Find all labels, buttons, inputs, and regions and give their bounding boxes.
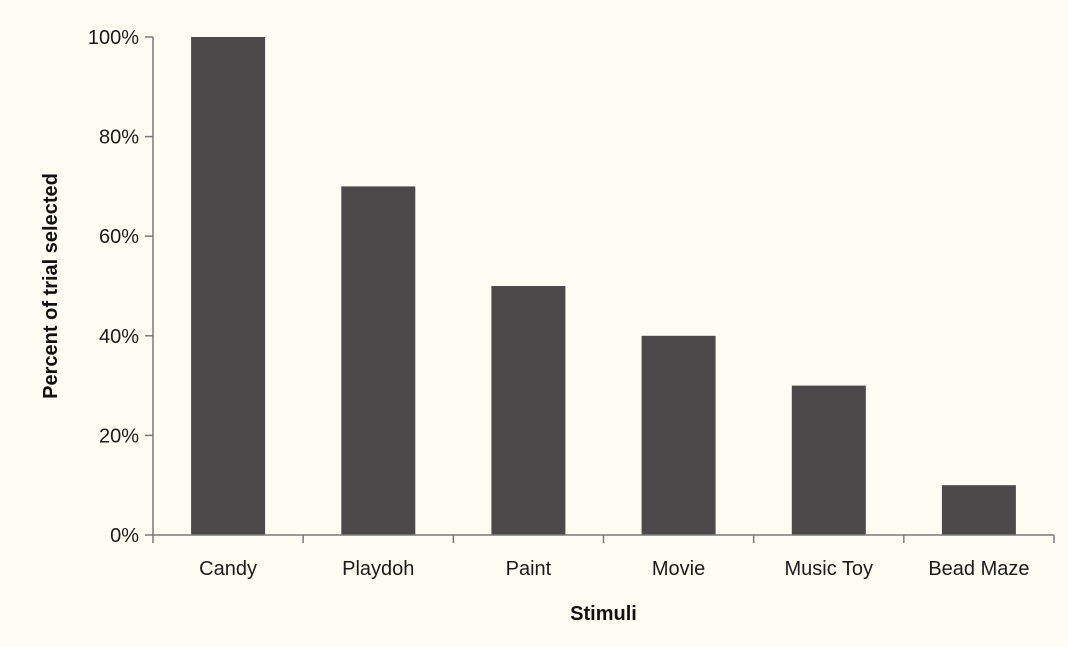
bar-movie — [641, 335, 716, 535]
y-tick-label: 40% — [99, 326, 139, 348]
y-tick-label: 20% — [99, 425, 139, 447]
x-tick-label: Candy — [199, 558, 257, 580]
bars — [191, 37, 1016, 535]
y-tick-label: 80% — [99, 127, 139, 149]
y-axis-title: Percent of trial selected — [40, 173, 62, 399]
bar-candy — [191, 37, 266, 535]
y-tick-label: 60% — [99, 226, 139, 248]
x-axis-title: Stimuli — [570, 603, 637, 625]
x-tick-label: Bead Maze — [928, 558, 1029, 580]
x-tick-label: Movie — [652, 558, 705, 580]
y-tick-label: 100% — [88, 27, 139, 49]
y-axis-ticks: 0% 20% 40% 60% 80% 100% — [88, 27, 153, 547]
y-tick-label: 0% — [110, 525, 139, 547]
x-tick-label: Paint — [506, 558, 552, 580]
x-tick-label: Playdoh — [342, 558, 414, 580]
bar-music-toy — [791, 385, 866, 535]
axes — [152, 37, 1054, 536]
bar-bead-maze — [941, 485, 1016, 535]
x-tick-label: Music Toy — [784, 558, 873, 580]
bar-paint — [491, 286, 566, 535]
bar-playdoh — [341, 186, 416, 535]
x-axis-ticks: Candy Playdoh Paint Movie Music Toy Bead Maze — [152, 535, 1055, 580]
